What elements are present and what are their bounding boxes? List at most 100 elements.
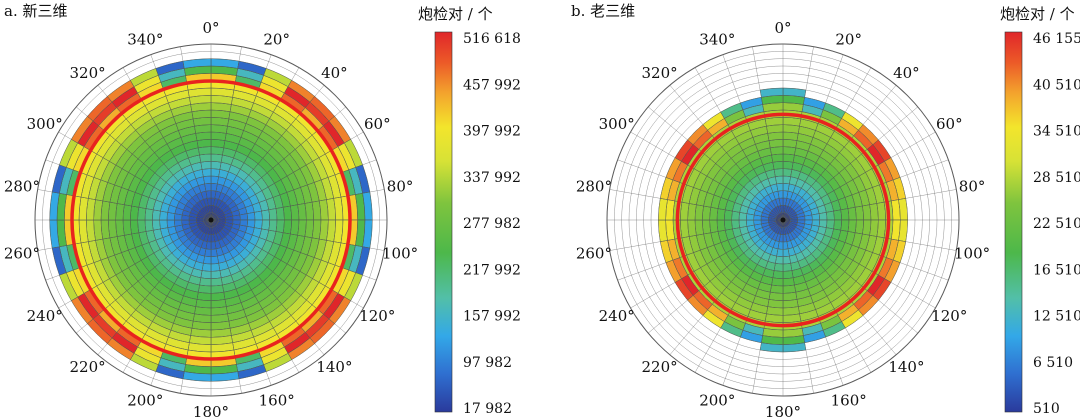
panel-b-colorbar-title: 炮检对 / 个 [1000,5,1075,23]
colorbar-tick-label: 510 [1033,401,1060,417]
polar-cell [702,205,711,221]
grid-spoke [210,85,325,221]
grid-spoke [122,219,212,373]
polar-cell [159,219,168,230]
grid-spoke [782,219,897,355]
grid-spoke [782,219,936,309]
polar-cell [702,219,711,235]
panel-a-angle-labels: 0° 20° 40° 60° 80° 100° 120° 140° 160° 180° 200° 22… [4,19,418,417]
grid-spoke [648,106,784,221]
panel-b-colorbar-ticks: 46 155 40 510 34 510 28 510 22 510 16 510 12 5… [1033,31,1080,417]
polar-cell [144,219,154,232]
angle-label: 220° [70,358,106,376]
grid-spoke [722,54,784,221]
angle-label: 40° [321,64,348,82]
grid-spoke [210,219,364,309]
polar-cell [283,219,292,235]
angle-label: 180° [193,403,229,417]
polar-cell [159,210,168,221]
grid-spoke [97,85,212,221]
angle-label: 240° [27,307,63,325]
polar-cell [772,161,784,170]
angle-label: 140° [888,358,924,376]
grid-spoke [45,219,212,281]
angle-label: 20° [263,31,290,49]
polar-cell [731,219,740,230]
grid-spoke [609,189,784,221]
grid-spoke [782,219,872,373]
colorbar-tick-label: 28 510 [1033,170,1080,186]
polar-cell [210,161,222,170]
grid-spoke [37,219,212,251]
polar-cell [782,168,793,177]
polar-cell [840,208,850,221]
grid-spoke [210,189,385,221]
angle-label: 0° [202,19,219,37]
polar-cell [261,219,270,231]
polar-cell [199,277,212,287]
colorbar-tick-label: 16 510 [1033,262,1080,278]
polar-cell [782,146,796,156]
grid-spoke [782,219,844,386]
angle-label: 160° [831,391,867,409]
grid-spoke [648,219,784,334]
angle-label: 300° [599,115,635,133]
angle-label: 160° [259,391,295,409]
polar-cell [210,284,224,294]
grid-spoke [782,85,897,221]
reference-circle [675,112,891,328]
colorbar-tick-label: 12 510 [1033,309,1080,325]
angle-label: 300° [27,115,63,133]
center-point [780,217,786,223]
polar-cell [773,168,784,177]
panel-a-polar [34,43,388,397]
grid-spoke [37,189,212,221]
polar-cell [716,219,726,232]
angle-label: 100° [954,244,990,262]
grid-spoke [210,219,377,281]
grid-spoke [210,219,272,386]
grid-spoke [782,54,844,221]
polar-cell [201,263,212,272]
panel-a-colorbar [434,31,453,413]
polar-cell [130,205,139,221]
angle-label: 260° [4,244,40,262]
grid-spoke [752,219,784,394]
colorbar-tick-label: 157 992 [463,309,521,325]
polar-cell [261,209,270,221]
grid-spoke [210,106,346,221]
polar-cell [254,219,263,230]
colorbar-tick-label: 457 992 [463,77,521,93]
polar-cell [782,292,798,301]
grid-spoke [782,219,949,281]
polar-cell [283,205,292,221]
polar-cell [210,153,223,163]
angle-label: 260° [576,244,612,262]
grid-spoke [210,219,300,373]
polar-cell [709,207,719,221]
polar-cell [782,263,793,272]
polar-cell [144,208,154,221]
polar-cell [826,210,835,221]
grid-spoke [180,46,212,221]
grid-spoke [617,159,784,221]
colorbar-tick-label: 97 982 [463,355,512,371]
polar-cell [782,161,794,170]
angle-label: 280° [576,178,612,196]
polar-cell [826,219,835,230]
grid-spoke [58,131,212,221]
polar-cell [137,219,147,233]
angle-label: 100° [382,244,418,262]
grid-spoke [210,67,300,221]
polar-cell [768,292,784,301]
polar-cell [847,207,857,221]
polar-cell [855,219,864,235]
polar-cell [275,219,285,233]
polar-cell [210,139,226,148]
grid-spoke [669,219,784,355]
angle-label: 180° [765,403,801,417]
grid-spoke [150,219,212,386]
polar-cell [771,153,784,163]
center-point [208,217,214,223]
